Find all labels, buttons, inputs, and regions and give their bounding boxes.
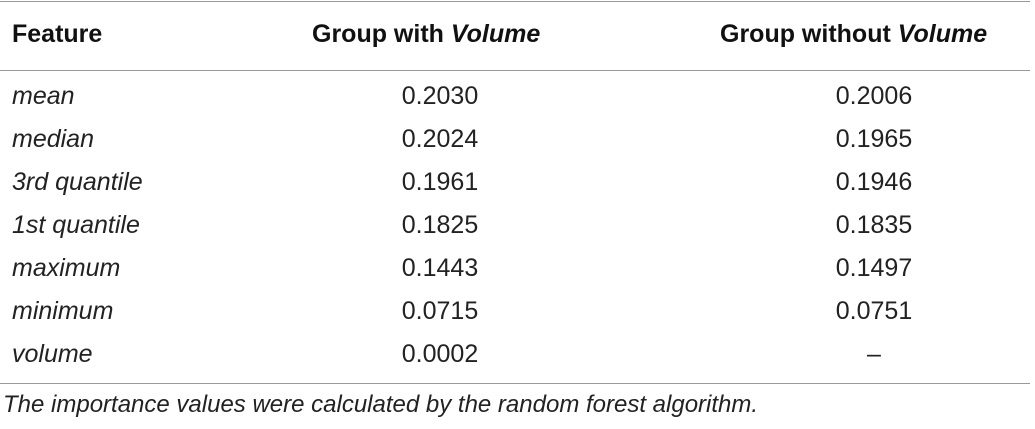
table-row: median 0.2024 0.1965 xyxy=(0,117,1035,160)
row-feature: minimum xyxy=(12,297,114,325)
row-with-volume-value: 0.1825 xyxy=(401,211,479,239)
row-with-volume-value: 0.2024 xyxy=(401,125,479,153)
table-row: 3rd quantile 0.1961 0.1946 xyxy=(0,160,1035,203)
row-feature: 1st quantile xyxy=(12,211,140,239)
header-group-with-text: Group with xyxy=(312,20,451,48)
table-row: mean 0.2030 0.2006 xyxy=(0,74,1035,117)
row-with-volume-value: 0.0715 xyxy=(401,297,479,325)
row-feature: 3rd quantile xyxy=(12,168,143,196)
row-without-volume-value: 0.0751 xyxy=(835,297,913,325)
table-row: volume 0.0002 – xyxy=(0,332,1035,375)
row-with-volume-value: 0.1961 xyxy=(401,168,479,196)
table-row: minimum 0.0715 0.0751 xyxy=(0,289,1035,332)
table-top-rule xyxy=(0,1,1030,2)
header-group-without-volume: Group without Volume xyxy=(720,20,987,49)
row-feature: volume xyxy=(12,340,93,368)
table-row: maximum 0.1443 0.1497 xyxy=(0,246,1035,289)
row-without-volume-value: 0.1946 xyxy=(835,168,913,196)
row-with-volume-value: 0.1443 xyxy=(401,254,479,282)
row-with-volume-value: 0.2030 xyxy=(401,82,479,110)
header-group-without-text: Group without xyxy=(720,20,898,48)
table-body: mean 0.2030 0.2006 median 0.2024 0.1965 … xyxy=(0,74,1035,375)
row-with-volume-value: 0.0002 xyxy=(401,340,479,368)
table-header-row: Feature Group with Volume Group without … xyxy=(0,0,1035,70)
header-group-without-italic: Volume xyxy=(897,20,988,48)
row-feature: mean xyxy=(12,82,75,110)
row-without-volume-value: 0.2006 xyxy=(835,82,913,110)
row-without-volume-value: 0.1497 xyxy=(835,254,913,282)
table-header-rule xyxy=(0,70,1030,71)
table-bottom-rule xyxy=(0,383,1030,384)
row-feature: maximum xyxy=(12,254,121,282)
table-footnote: The importance values were calculated by… xyxy=(3,391,759,418)
row-feature: median xyxy=(12,125,94,153)
header-group-with-italic: Volume xyxy=(450,20,541,48)
row-without-volume-value: – xyxy=(867,340,881,368)
row-without-volume-value: 0.1835 xyxy=(835,211,913,239)
header-group-with-volume: Group with Volume xyxy=(312,20,540,49)
row-without-volume-value: 0.1965 xyxy=(835,125,913,153)
table-row: 1st quantile 0.1825 0.1835 xyxy=(0,203,1035,246)
header-feature: Feature xyxy=(12,20,103,48)
